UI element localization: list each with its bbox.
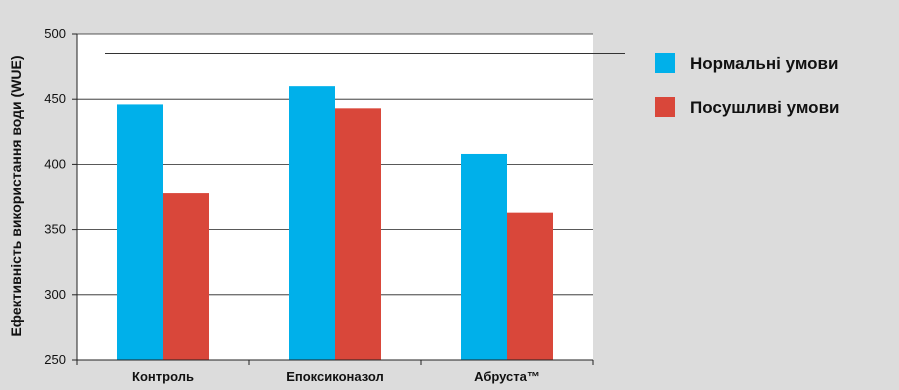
- axes: [72, 33, 594, 365]
- y-tick-label: 350: [44, 222, 66, 237]
- y-tick-label: 400: [44, 156, 66, 171]
- bar: [289, 86, 335, 360]
- y-tick-labels: 250 300 350 400 450 500: [44, 26, 66, 367]
- legend-label: Нормальні умови: [690, 54, 838, 73]
- x-category-labels: Контроль Епоксиконазол Абруста™: [132, 369, 540, 384]
- bar: [163, 193, 209, 360]
- legend-swatch: [655, 97, 675, 117]
- y-tick-label: 300: [44, 287, 66, 302]
- bar: [335, 108, 381, 360]
- bar: [117, 104, 163, 360]
- legend-label: Посушливі умови: [690, 98, 839, 117]
- x-category-label: Контроль: [132, 369, 194, 384]
- bars: [117, 86, 553, 360]
- y-tick-label: 450: [44, 91, 66, 106]
- y-tick-label: 250: [44, 352, 66, 367]
- legend: Нормальні умови Посушливі умови: [655, 53, 839, 117]
- bar: [507, 212, 553, 360]
- y-axis-title: Ефективність використання води (WUE): [8, 55, 24, 336]
- y-tick-label: 500: [44, 26, 66, 41]
- x-category-label: Епоксиконазол: [286, 369, 384, 384]
- legend-swatch: [655, 53, 675, 73]
- bar: [461, 153, 507, 360]
- x-category-label: Абруста™: [474, 369, 540, 384]
